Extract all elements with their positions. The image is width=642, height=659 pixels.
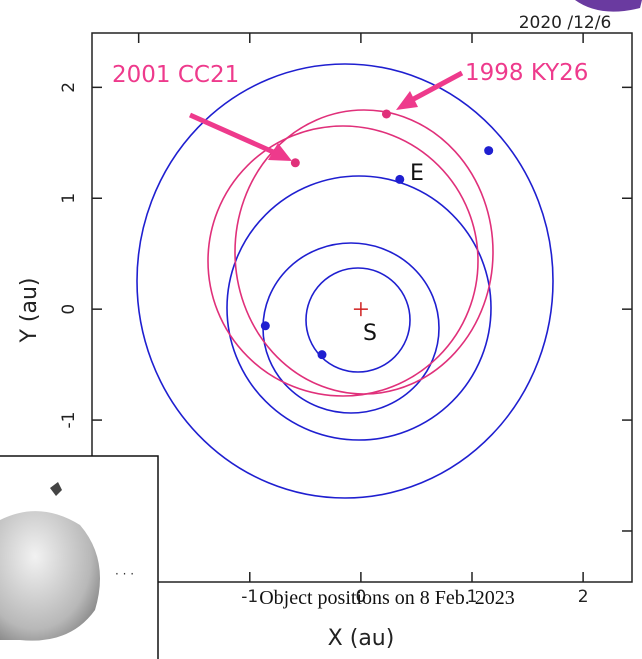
annotation: S — [363, 321, 377, 346]
point — [484, 146, 493, 155]
y-tick-label: 2 — [59, 82, 79, 93]
point — [395, 175, 404, 184]
point — [382, 109, 391, 118]
x-tick-label: 2 — [578, 587, 589, 607]
orbits — [137, 64, 553, 498]
y-tick-label: -1 — [59, 412, 79, 429]
orbit — [208, 126, 478, 396]
inset: · · · — [0, 456, 158, 659]
arrow-head — [396, 91, 418, 110]
annotation: E — [410, 161, 424, 186]
point — [261, 321, 270, 330]
sun-marker — [354, 302, 368, 316]
y-tick-label: 1 — [59, 193, 79, 204]
y-axis-label: Y (au) — [17, 277, 42, 343]
caption: Object positions on 8 Feb. 2023 — [259, 587, 515, 609]
dots: · · · — [115, 567, 134, 581]
point — [291, 158, 300, 167]
x-tick-label: -1 — [241, 587, 258, 607]
chart: 2020 /12/6 -2-1012-2-1012 2001 CC21 1998… — [0, 0, 642, 659]
x-axis-label: X (au) — [328, 626, 395, 651]
point — [318, 350, 327, 359]
arrow — [190, 115, 280, 155]
y-tick-label: 0 — [59, 304, 79, 315]
annotation: 1998 KY26 — [465, 60, 588, 86]
orbit — [227, 176, 491, 440]
badge-arc — [575, 0, 642, 12]
date-stamp: 2020 /12/6 — [519, 13, 612, 33]
annotation: 2001 CC21 — [112, 62, 239, 88]
